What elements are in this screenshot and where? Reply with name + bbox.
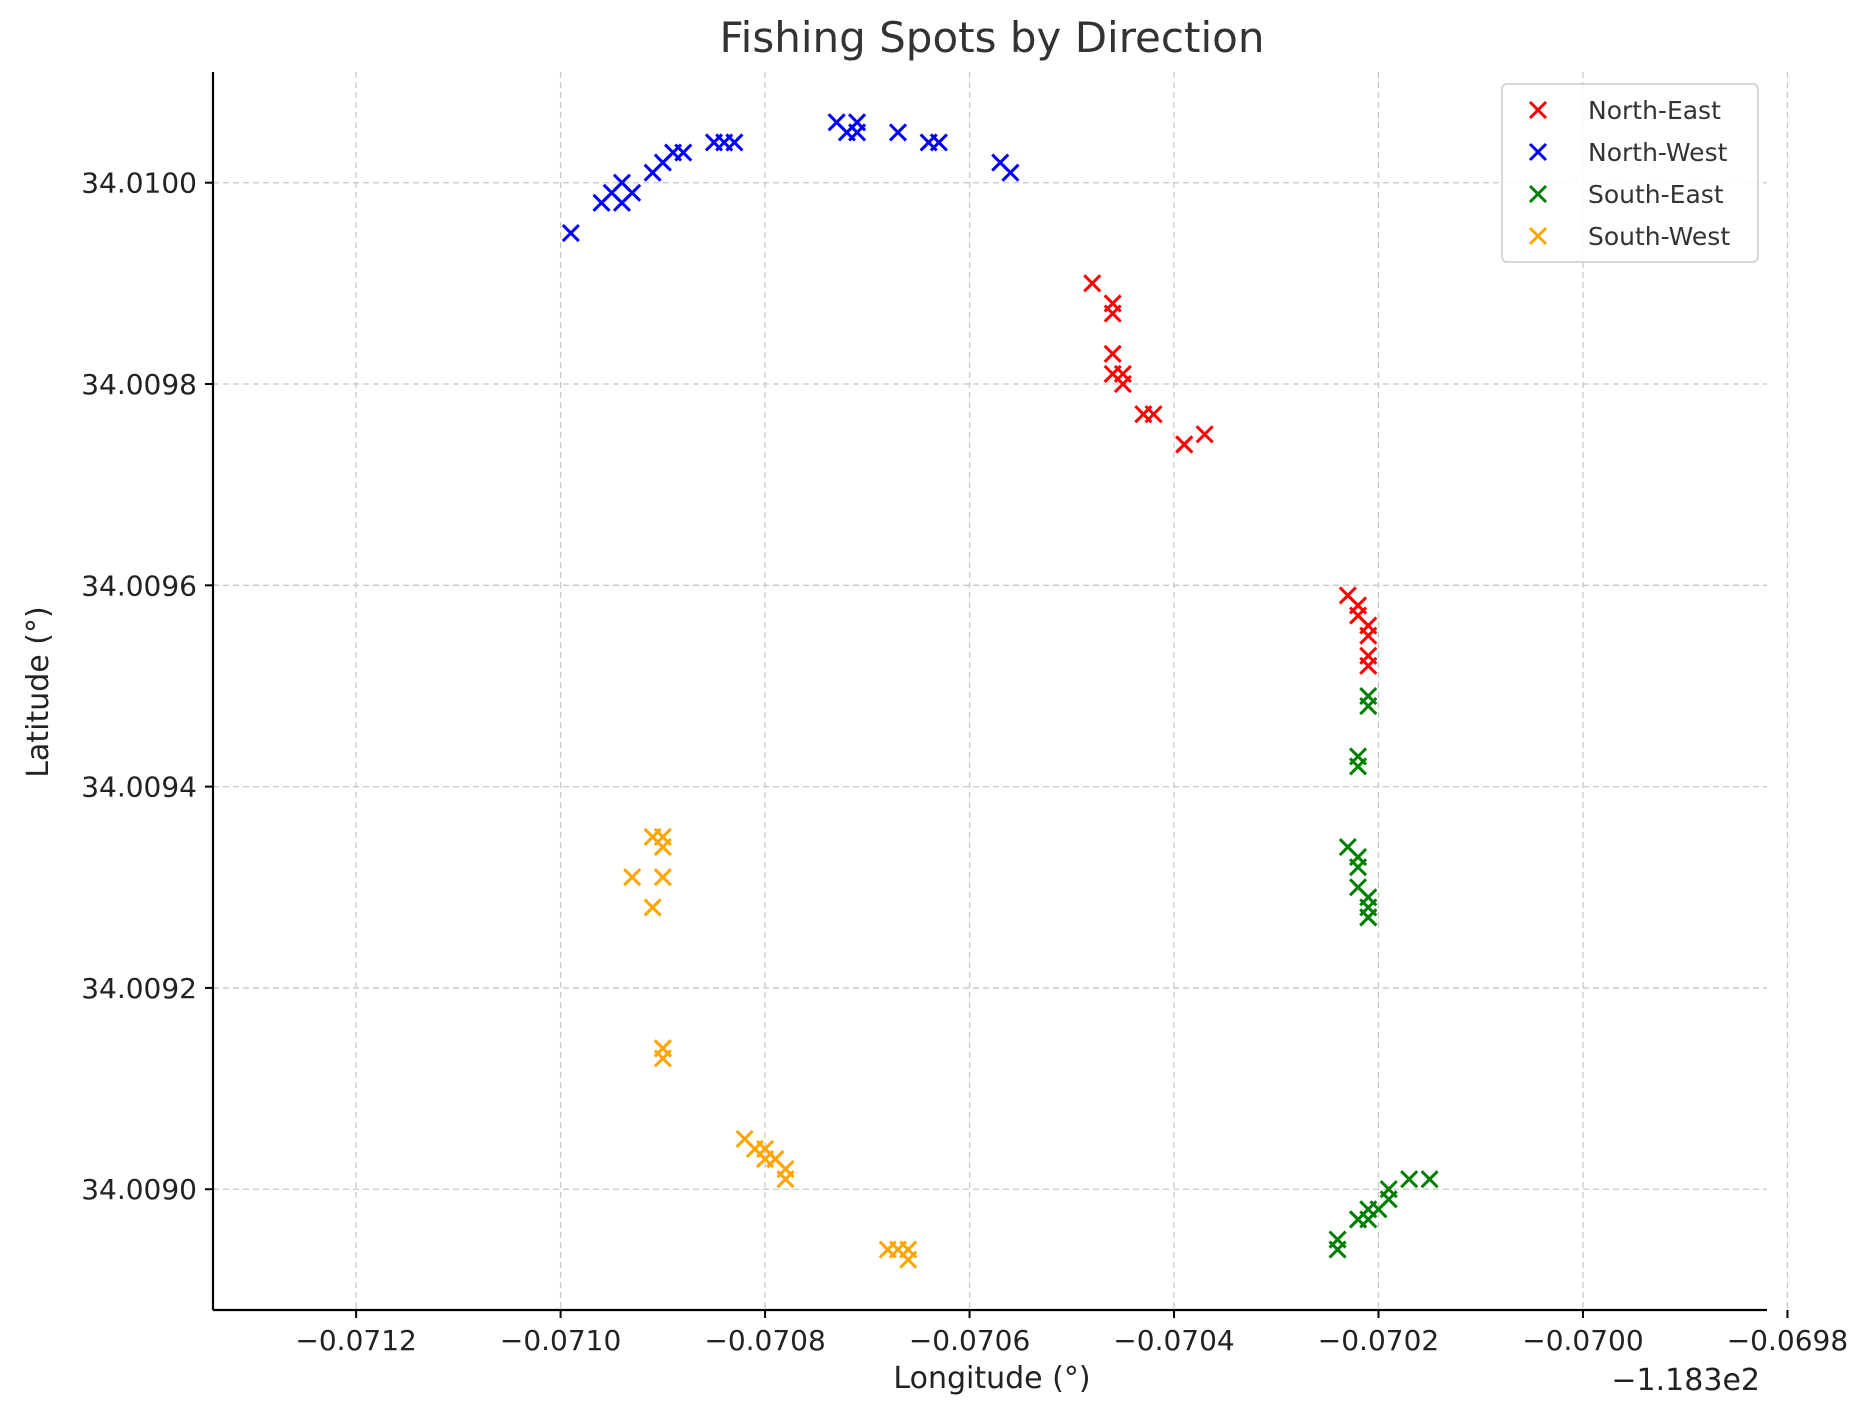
x-tick-label: −0.0712 <box>295 1324 416 1357</box>
data-points <box>561 113 1439 1269</box>
data-point <box>929 133 948 152</box>
data-point <box>1103 304 1122 323</box>
data-point <box>848 123 867 142</box>
x-axis-offset-label: −1.183e2 <box>1611 1363 1760 1398</box>
data-point <box>1400 1170 1419 1189</box>
series-south-east <box>1328 686 1439 1259</box>
data-point <box>561 223 580 243</box>
data-point <box>1348 858 1368 877</box>
data-point <box>899 1250 918 1269</box>
data-point <box>1195 425 1214 444</box>
data-point <box>653 868 672 887</box>
x-tick-label: −0.0706 <box>909 1324 1030 1357</box>
legend: North-East North-West South-East South-West <box>1501 83 1759 263</box>
data-point <box>653 837 672 857</box>
data-point <box>1083 274 1102 293</box>
data-point <box>1348 757 1368 776</box>
legend-box <box>1501 83 1759 263</box>
y-tick-label: 34.0096 <box>81 569 197 602</box>
x-tick-label: −0.0708 <box>704 1324 825 1357</box>
data-point <box>1359 616 1378 635</box>
data-point <box>653 1049 672 1068</box>
data-point <box>1175 435 1194 454</box>
legend-label: South-West <box>1588 222 1730 251</box>
data-point <box>888 123 908 142</box>
x-tick-label: −0.0710 <box>500 1324 621 1357</box>
data-point <box>643 898 662 917</box>
data-point <box>1328 1230 1347 1249</box>
y-tick-label: 34.0100 <box>81 167 197 200</box>
y-tick-label: 34.0092 <box>81 972 197 1005</box>
y-axis-label: Latitude (°) <box>21 606 56 777</box>
data-point <box>1144 405 1163 424</box>
legend-label: North-West <box>1588 138 1728 167</box>
data-point <box>776 1170 795 1189</box>
y-tick-label: 34.0094 <box>81 771 197 804</box>
x-axis-label: Longitude (°) <box>893 1361 1090 1396</box>
series-south-west <box>623 827 918 1269</box>
data-point <box>1103 344 1122 363</box>
legend-marker <box>1528 100 1548 120</box>
x-tick-label: −0.0702 <box>1318 1324 1439 1357</box>
legend-label: North-East <box>1588 96 1721 125</box>
x-tick-label: −0.0700 <box>1522 1324 1643 1357</box>
chart-title: Fishing Spots by Direction <box>720 13 1265 62</box>
data-point <box>1359 656 1378 675</box>
legend-label: South-East <box>1588 180 1724 209</box>
series-north-east <box>1083 274 1378 675</box>
data-point <box>674 143 693 162</box>
x-tick-label: −0.0704 <box>1113 1324 1234 1357</box>
legend-marker <box>1528 142 1548 162</box>
data-point <box>1113 374 1132 394</box>
x-tick-label: −0.0698 <box>1727 1324 1848 1357</box>
axes: −0.0712 −0.0710 −0.0708 −0.0706 −0.0704 −0.07… <box>81 72 1848 1357</box>
legend-marker <box>1528 184 1548 204</box>
y-tick-label: 34.0090 <box>81 1173 197 1206</box>
data-point <box>623 868 642 887</box>
data-point <box>623 183 642 202</box>
y-tick-label: 34.0098 <box>81 368 197 401</box>
series-north-west <box>561 113 1020 243</box>
data-point <box>1420 1170 1439 1189</box>
data-point <box>725 133 744 152</box>
legend-marker <box>1528 226 1548 246</box>
data-point <box>1379 1190 1398 1209</box>
data-point <box>1001 163 1020 182</box>
data-point <box>1359 908 1378 927</box>
data-point <box>1359 697 1378 716</box>
